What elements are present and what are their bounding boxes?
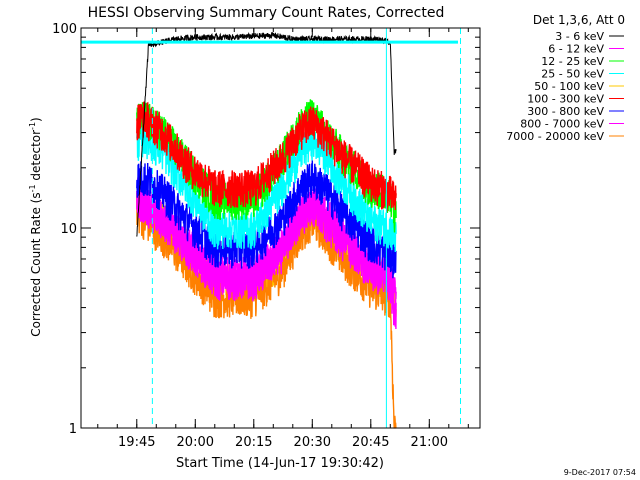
y-axis-label: Corrected Count Rate (s-1 detector-1) [28,117,43,336]
legend-entry-3: 12 - 25 keV [541,55,604,68]
x-tick-label: 21:00 [411,435,448,450]
x-axis-label: Start Time (14-Jun-17 19:30:42) [176,456,384,471]
y-tick-label: 1 [69,422,77,437]
series-4-line [136,119,397,253]
legend-entry-7: 300 - 800 keV [527,105,604,118]
legend-entry-2: 6 - 12 keV [548,43,604,56]
x-tick-label: 20:30 [294,435,331,450]
series-9-line [136,195,397,429]
series-6-line [136,101,397,212]
y-axis-label-mid: detector [29,130,43,185]
x-tick-label: 20:45 [352,435,389,450]
y-axis-label-sup1: -1 [28,184,37,192]
x-tick-label: 20:00 [177,435,214,450]
plot-area: 19:45 20:00 20:15 20:30 20:45 21:00 1 10 100 [52,22,481,450]
axis-layer: 19:45 20:00 20:15 20:30 20:45 21:00 1 10 100 [52,22,480,450]
series-8-line [136,184,397,303]
x-tick-label: 20:15 [235,435,272,450]
y-axis-label-end: ) [29,117,43,122]
y-axis-label-main: Corrected Count Rate (s [29,192,43,336]
legend-entry-8: 800 - 7000 keV [520,118,604,131]
legend-title: Det 1,3,6, Att 0 [533,13,625,27]
legend-entry-9: 7000 - 20000 keV [506,130,604,143]
y-tick-label: 100 [52,22,77,37]
footer-date: 9-Dec-2017 07:54 [564,468,636,477]
legend-entry-5: 50 - 100 keV [534,80,604,93]
x-tick-label: 19:45 [118,435,155,450]
chart-title: HESSI Observing Summary Count Rates, Cor… [88,5,445,21]
series-layer [136,31,397,429]
y-axis-label-sup2: -1 [28,122,37,130]
legend-entry-4: 25 - 50 keV [541,68,604,81]
legend-entry-6: 100 - 300 keV [527,93,604,106]
legend-entry-1: 3 - 6 keV [555,30,604,43]
y-tick-label: 10 [60,222,77,237]
